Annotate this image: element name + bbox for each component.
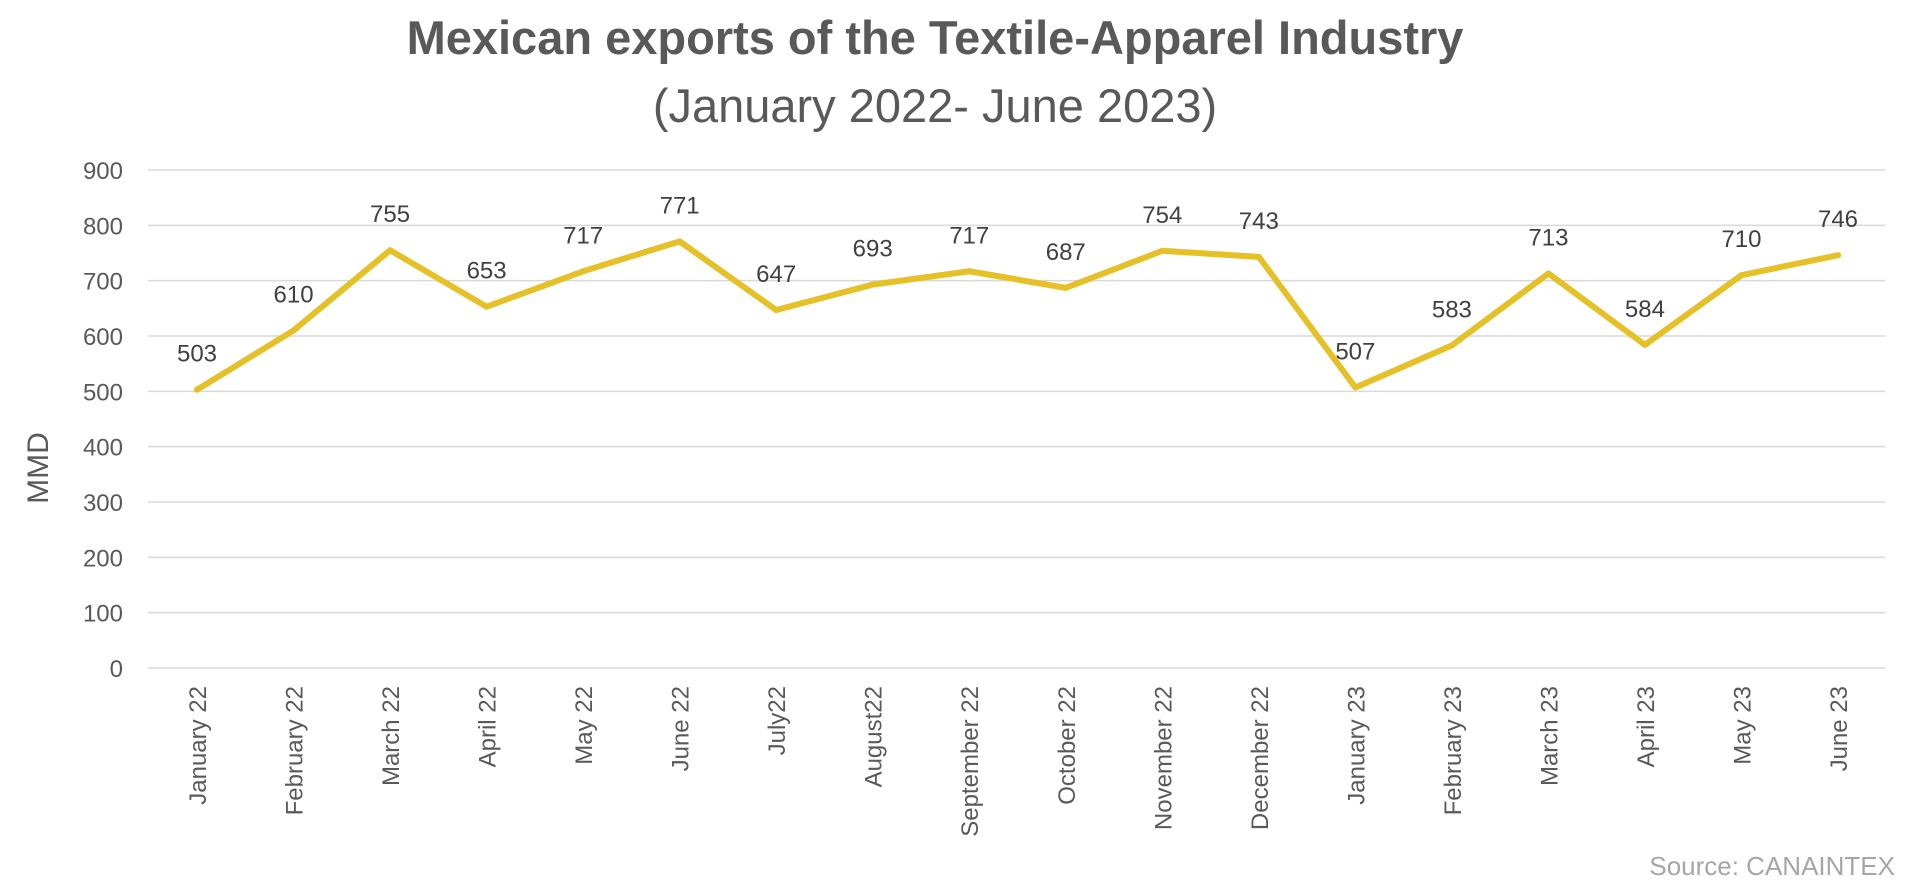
data-point [1255, 253, 1262, 260]
data-point [1641, 341, 1648, 348]
data-point [194, 386, 200, 393]
series-line [194, 238, 1841, 393]
data-point [1545, 270, 1552, 277]
data-point [1835, 252, 1841, 259]
data-point [1352, 384, 1359, 391]
y-tick-label: 800 [83, 213, 123, 240]
x-tick-label: November 22 [1150, 686, 1177, 830]
data-point [483, 303, 490, 310]
data-point [387, 247, 394, 254]
y-tick-label: 0 [110, 656, 123, 683]
x-tick-label: April 23 [1633, 686, 1660, 767]
data-point [676, 238, 683, 245]
data-point [1448, 342, 1455, 349]
data-label: 647 [756, 261, 796, 288]
y-tick-label: 200 [83, 545, 123, 572]
x-tick-label: August22 [861, 686, 888, 787]
chart-title: Mexican exports of the Textile-Apparel I… [406, 11, 1464, 64]
y-axis-ticks: 0 100 200 300 400 500 600 700 800 900 [83, 158, 123, 683]
y-axis-label: MMD [22, 432, 55, 504]
source-note: Source: CANAINTEX [1649, 851, 1895, 881]
data-label: 713 [1528, 224, 1568, 251]
x-tick-label: July22 [764, 686, 791, 755]
data-label: 755 [370, 201, 410, 228]
data-label: 771 [660, 192, 700, 219]
x-tick-label: December 22 [1247, 686, 1274, 830]
y-tick-label: 500 [83, 379, 123, 406]
x-tick-label: January 23 [1343, 686, 1370, 805]
series-group [194, 238, 1841, 393]
data-label: 583 [1432, 296, 1472, 323]
data-label: 653 [467, 258, 507, 285]
data-label: 693 [853, 236, 893, 263]
x-tick-label: September 22 [957, 686, 984, 837]
x-tick-label: January 22 [185, 686, 212, 805]
data-label: 743 [1239, 208, 1279, 235]
x-tick-label: March 22 [378, 686, 405, 786]
y-tick-label: 300 [83, 490, 123, 517]
data-point [1738, 272, 1745, 279]
x-tick-label: February 23 [1440, 686, 1467, 815]
x-tick-label: March 23 [1536, 686, 1563, 786]
data-labels: 503 610 755 653 717 771 647 693 717 687 754 743 507 5… [177, 192, 1858, 367]
data-label: 754 [1142, 202, 1182, 229]
y-tick-label: 100 [83, 601, 123, 628]
y-tick-label: 900 [83, 158, 123, 185]
y-tick-label: 600 [83, 324, 123, 351]
data-point [869, 281, 876, 288]
data-label: 717 [563, 222, 603, 249]
y-tick-label: 400 [83, 435, 123, 462]
data-point [966, 268, 973, 275]
x-tick-label: April 22 [475, 686, 502, 767]
data-label: 584 [1625, 296, 1665, 323]
x-tick-label: May 22 [571, 686, 598, 765]
x-tick-label: May 23 [1729, 686, 1756, 765]
data-label: 610 [274, 281, 314, 308]
x-tick-label: June 22 [668, 686, 695, 771]
data-label: 717 [949, 222, 989, 249]
y-tick-label: 700 [83, 269, 123, 296]
gridlines [148, 169, 1885, 669]
data-label: 746 [1818, 206, 1858, 233]
data-label: 710 [1721, 226, 1761, 253]
data-label: 687 [1046, 239, 1086, 266]
data-label: 507 [1335, 338, 1375, 365]
data-point [580, 268, 587, 275]
data-point [773, 306, 780, 313]
data-point [1159, 247, 1166, 254]
x-tick-label: October 22 [1054, 686, 1081, 805]
data-point [290, 327, 297, 334]
data-label: 503 [177, 341, 217, 368]
x-tick-label: June 23 [1826, 686, 1853, 771]
x-axis-ticks: January 22 February 22 March 22 April 22 May… [185, 686, 1853, 837]
chart-subtitle: (January 2022- June 2023) [652, 79, 1218, 132]
data-point [1062, 284, 1069, 291]
x-tick-label: February 22 [282, 686, 309, 815]
